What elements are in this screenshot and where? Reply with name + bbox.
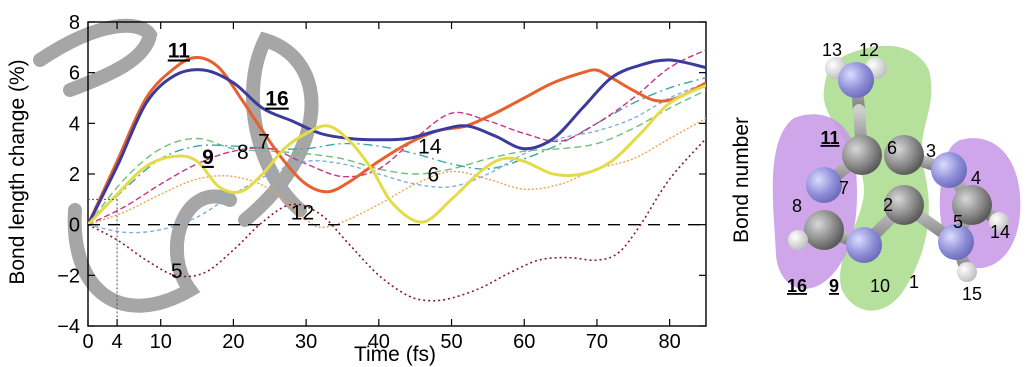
- series-label-8: 8: [237, 141, 249, 164]
- x-tick-label: 0: [82, 331, 93, 353]
- bond-label-8: 8: [792, 196, 802, 216]
- molecule-diagram: Bond number 13 12 11 6 3 4 7 8 2 14 5 16 9 10 1 15: [730, 40, 1021, 311]
- x-tick-label: 4: [112, 331, 123, 353]
- series-line-5: [88, 137, 706, 302]
- series-label-16: 16: [265, 88, 288, 111]
- bond-label-10: 10: [870, 276, 890, 296]
- x-tick-label: 30: [295, 331, 317, 353]
- bond-label-1: 1: [909, 272, 919, 292]
- x-tick-label: 40: [368, 331, 390, 353]
- bond-label-7: 7: [839, 178, 849, 198]
- y-tick-label: −2: [57, 265, 80, 287]
- bond-label-4: 4: [971, 168, 981, 188]
- y-tick-label: 6: [69, 63, 80, 85]
- y-tick-label: 4: [69, 113, 80, 135]
- series-label-11: 11: [168, 39, 191, 62]
- series-label-9: 9: [202, 146, 214, 169]
- x-tick-label: 10: [150, 331, 172, 353]
- x-tick-label: 60: [513, 331, 535, 353]
- series-label-5: 5: [171, 260, 183, 283]
- atoms: [788, 57, 1009, 282]
- x-tick-label: 80: [659, 331, 681, 353]
- y-tick-label: 2: [69, 164, 80, 186]
- series-label-14: 14: [418, 136, 442, 159]
- bond-label-6: 6: [887, 138, 897, 158]
- x-tick-label: 70: [586, 331, 608, 353]
- bond-label-11: 11: [820, 128, 839, 148]
- bond-label-14: 14: [990, 222, 1010, 242]
- series-label-12: 12: [291, 202, 314, 225]
- bond-number-labels: 13 12 11 6 3 4 7 8 2 14 5 16 9 10 1 15: [787, 40, 1010, 304]
- series-line-9: [88, 83, 706, 226]
- series-line-6: [88, 82, 706, 234]
- bond-label-13: 13: [822, 40, 842, 60]
- bond-number-label: Bond number: [730, 117, 753, 243]
- bond-label-2: 2: [883, 195, 893, 215]
- watermark-strokes: [33, 18, 319, 313]
- y-tick-label: −4: [57, 316, 80, 338]
- bond-label-12: 12: [859, 40, 879, 60]
- series-label-7: 7: [258, 131, 270, 154]
- bond-label-9: 9: [829, 276, 839, 296]
- y-axis-label: Bond length change (%): [6, 59, 29, 284]
- bond-label-15: 15: [962, 284, 982, 304]
- y-tick-label: 0: [69, 215, 80, 237]
- x-tick-label: 50: [440, 331, 462, 353]
- bond-label-16: 16: [787, 276, 807, 296]
- series-line-8: [88, 89, 706, 226]
- x-axis-label: Time (fs): [354, 343, 436, 366]
- x-tick-label: 20: [222, 331, 244, 353]
- series-label-6: 6: [428, 164, 440, 187]
- bond-label-3: 3: [926, 141, 936, 161]
- bond-label-5: 5: [953, 212, 963, 232]
- series-line-11: [88, 55, 706, 226]
- series-line-14: [88, 49, 706, 226]
- y-tick-label: 8: [69, 12, 80, 34]
- series-line-16: [88, 58, 706, 226]
